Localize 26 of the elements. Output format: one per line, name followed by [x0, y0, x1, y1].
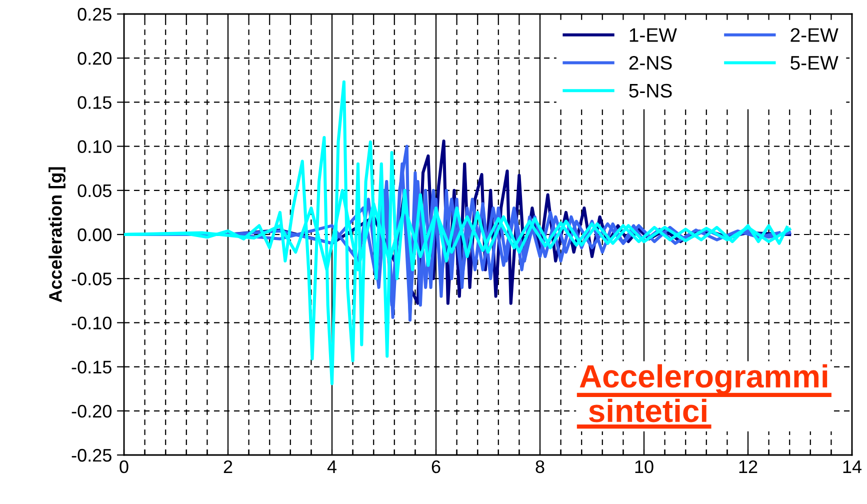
- y-tick-label: -0.20: [72, 404, 112, 418]
- y-tick-label: 0.20: [78, 52, 112, 65]
- y-tick-label: 0.05: [78, 184, 112, 198]
- y-tick-label: 0.15: [78, 96, 112, 109]
- legend-label: 2-EW: [790, 28, 838, 42]
- x-tick-label: 12: [739, 460, 758, 473]
- y-axis-title: Acceleration [g]: [48, 167, 66, 302]
- y-tick-label: -0.15: [72, 360, 112, 374]
- y-tick-label: -0.05: [72, 272, 112, 286]
- legend-label: 1-EW: [630, 28, 677, 42]
- legend-label: 5-EW: [790, 56, 838, 70]
- x-tick-label: 14: [843, 460, 862, 473]
- y-tick-label: -0.25: [72, 448, 112, 462]
- y-tick-label: -0.10: [72, 316, 112, 330]
- x-tick-label: 0: [120, 460, 128, 474]
- legend-label: 5-NS: [629, 84, 672, 98]
- x-tick-label: 2: [224, 460, 232, 473]
- y-tick-label: 0.00: [78, 228, 112, 242]
- x-tick-label: 4: [327, 460, 336, 473]
- y-tick-label: 0.10: [78, 140, 112, 154]
- annotation: Accelerogrammi sintetici: [580, 364, 828, 422]
- x-tick-label: 10: [635, 460, 654, 474]
- legend-label: 2-NS: [629, 56, 672, 70]
- y-tick-label: 0.25: [78, 8, 112, 21]
- x-tick-label: 8: [536, 460, 544, 474]
- x-tick-label: 6: [432, 460, 440, 474]
